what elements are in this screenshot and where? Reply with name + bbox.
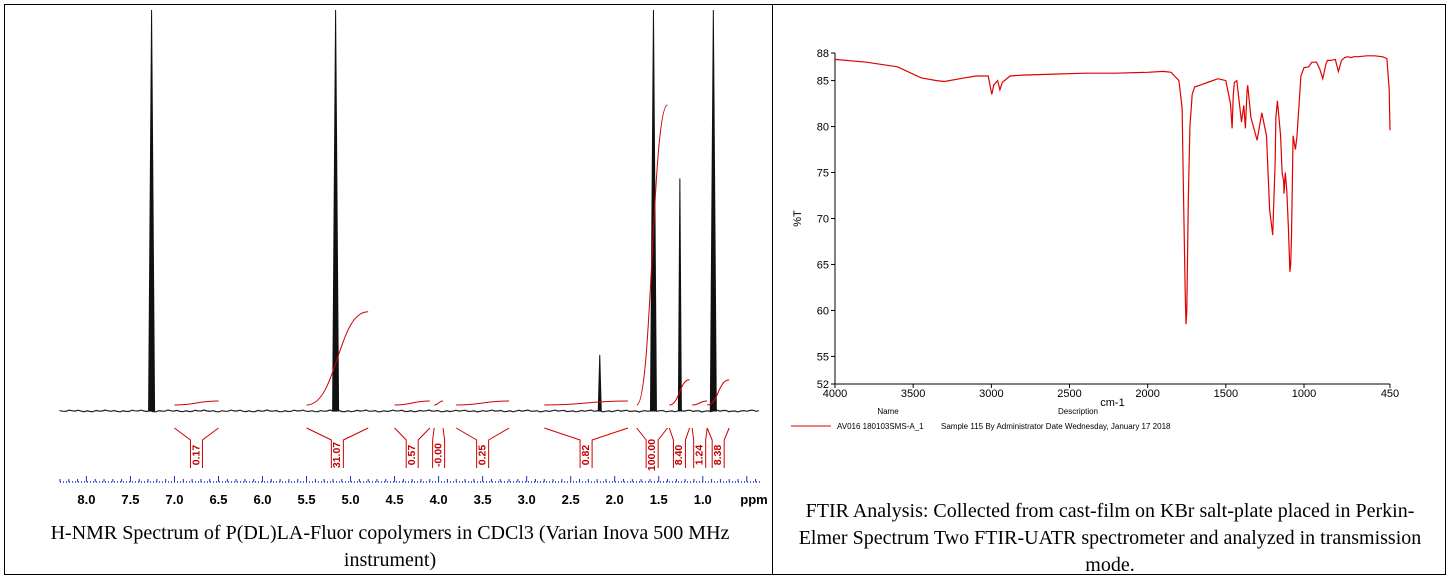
ftir-x-tick-label: 4000 <box>823 388 847 400</box>
nmr-tick-label: 7.5 <box>121 492 139 507</box>
nmr-integral-bracket <box>544 427 629 468</box>
nmr-tick-label: 2.0 <box>606 492 624 507</box>
ftir-y-tick-label: 80 <box>817 122 829 134</box>
nmr-integral-curve <box>669 379 690 406</box>
ftir-x-label: cm-1 <box>1100 397 1124 409</box>
nmr-integral-bracket <box>432 427 446 468</box>
ftir-x-tick-label: 2500 <box>1057 388 1081 400</box>
nmr-tick-label: 6.0 <box>253 492 271 507</box>
nmr-integral-curve <box>174 400 219 406</box>
nmr-tick-label: ppm <box>740 492 767 507</box>
nmr-integral-bracket <box>636 427 668 468</box>
nmr-chart: 0.17 31.07 0.57 -0.00 0.25 0.82 100.00 8.40 1.24… <box>59 9 768 507</box>
nmr-integral-label: 31.07 <box>331 442 343 468</box>
nmr-integral-label: 0.82 <box>580 445 592 466</box>
figure-frame <box>4 4 1446 575</box>
ftir-y-tick-label: 70 <box>817 214 829 226</box>
nmr-integral-label: 8.40 <box>673 445 685 466</box>
ftir-legend-name-header: Name <box>877 407 899 416</box>
nmr-integral-bracket <box>306 427 369 468</box>
nmr-integral-curve <box>692 400 708 406</box>
ftir-x-tick-label: 3000 <box>979 388 1003 400</box>
nmr-tick-label: 8.0 <box>77 492 95 507</box>
ftir-legend-entry-description: Sample 115 By Administrator Date Wednesd… <box>941 422 1171 431</box>
nmr-integral-curve <box>434 400 444 406</box>
nmr-integral-label: 0.57 <box>406 445 418 466</box>
nmr-tick-label: 3.0 <box>518 492 536 507</box>
nmr-integral-bracket <box>174 427 219 468</box>
nmr-integral-curve <box>636 104 669 406</box>
ftir-x-tick-label: 3500 <box>901 388 925 400</box>
nmr-integral-label: 100.00 <box>646 439 658 471</box>
nmr-tick-label: 7.0 <box>165 492 183 507</box>
nmr-peak <box>597 354 602 412</box>
ftir-y-tick-label: 85 <box>817 76 829 88</box>
ftir-y-tick-label: 75 <box>817 168 829 180</box>
nmr-tick-label: 1.0 <box>694 492 712 507</box>
nmr-integral-label: 1.24 <box>693 445 705 466</box>
nmr-integral-bracket <box>455 427 510 468</box>
ftir-y-tick-label: 52 <box>817 379 829 391</box>
ftir-y-tick-label: 88 <box>817 48 829 60</box>
panel-divider <box>772 4 773 575</box>
ftir-y-tick-label: 60 <box>817 305 829 317</box>
ftir-legend-entry-name: AV016 180103SMS-A_1 <box>837 422 924 431</box>
nmr-tick-label: 5.5 <box>298 492 316 507</box>
nmr-integral-curve <box>544 400 628 406</box>
ftir-caption: FTIR Analysis: Collected from cast-film … <box>798 500 1422 576</box>
nmr-peak <box>148 9 156 412</box>
nmr-peak <box>677 178 682 412</box>
nmr-tick-label: 2.5 <box>562 492 580 507</box>
ftir-x-tick-label: 450 <box>1381 388 1399 400</box>
nmr-caption: H-NMR Spectrum of P(DL)LA-Fluor copolyme… <box>50 522 730 571</box>
nmr-integral-label: 8.38 <box>712 445 724 466</box>
nmr-integral-curve <box>394 400 430 406</box>
nmr-integral-curve <box>707 379 730 406</box>
nmr-integral-bracket <box>394 427 431 468</box>
ftir-legend-description-header: Description <box>1058 407 1098 416</box>
ftir-x-tick-label: 1000 <box>1292 388 1316 400</box>
ftir-y-label: %T <box>792 210 804 227</box>
ftir-x-tick-label: 1500 <box>1214 388 1238 400</box>
ftir-chart: 52 55 60 65 70 75 80 85 88 4000 3500 3000 2500 2000 15… <box>791 48 1399 431</box>
ftir-y-tick-label: 55 <box>817 351 829 363</box>
nmr-peak <box>709 9 717 412</box>
nmr-integral-bracket <box>706 427 730 468</box>
ftir-x-tick-label: 2000 <box>1135 388 1159 400</box>
nmr-tick-label: 3.5 <box>474 492 492 507</box>
nmr-integral-curve <box>456 400 510 406</box>
nmr-tick-label: 1.5 <box>650 492 668 507</box>
ftir-y-tick-label: 65 <box>817 259 829 271</box>
nmr-baseline <box>59 409 760 413</box>
nmr-peak <box>649 9 657 412</box>
nmr-tick-label: 4.5 <box>386 492 404 507</box>
ftir-series-line <box>834 55 1391 325</box>
nmr-tick-label: 5.0 <box>342 492 360 507</box>
nmr-integral-bracket <box>691 427 708 468</box>
nmr-peak <box>332 9 340 412</box>
nmr-integral-label: 0.17 <box>190 445 202 466</box>
nmr-integral-label: 0.25 <box>476 445 488 466</box>
nmr-integral-bracket <box>668 427 691 468</box>
nmr-integral-curve <box>306 311 369 406</box>
nmr-tick-label: 4.0 <box>430 492 448 507</box>
nmr-integral-label: -0.00 <box>432 443 444 467</box>
nmr-tick-label: 6.5 <box>209 492 227 507</box>
